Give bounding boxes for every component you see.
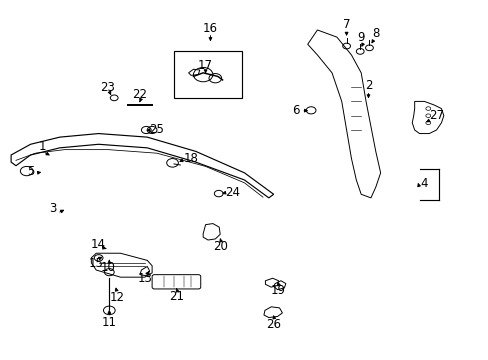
Text: 23: 23 xyxy=(100,81,115,94)
Text: 15: 15 xyxy=(89,257,103,270)
Text: 26: 26 xyxy=(265,318,281,331)
Text: 12: 12 xyxy=(109,291,124,305)
FancyBboxPatch shape xyxy=(174,51,242,98)
Text: 7: 7 xyxy=(342,18,349,31)
Text: 10: 10 xyxy=(101,261,116,274)
Text: 11: 11 xyxy=(102,316,117,329)
Text: 27: 27 xyxy=(428,109,443,122)
Text: 24: 24 xyxy=(224,186,239,199)
Text: 21: 21 xyxy=(168,289,183,303)
Text: 19: 19 xyxy=(270,284,285,297)
Text: 1: 1 xyxy=(39,140,46,153)
Text: 13: 13 xyxy=(137,272,152,285)
Text: 20: 20 xyxy=(212,240,227,253)
Text: 14: 14 xyxy=(91,238,106,251)
Text: 6: 6 xyxy=(291,104,299,117)
Text: 22: 22 xyxy=(132,88,147,101)
Text: 18: 18 xyxy=(183,152,198,165)
Text: 4: 4 xyxy=(420,177,427,190)
Text: 3: 3 xyxy=(49,202,56,215)
Text: 2: 2 xyxy=(364,79,371,92)
Text: 25: 25 xyxy=(149,123,164,136)
Text: 5: 5 xyxy=(27,165,34,177)
Text: 8: 8 xyxy=(371,27,379,40)
Text: 16: 16 xyxy=(203,22,218,35)
Text: 9: 9 xyxy=(357,31,364,44)
Text: 17: 17 xyxy=(198,59,213,72)
